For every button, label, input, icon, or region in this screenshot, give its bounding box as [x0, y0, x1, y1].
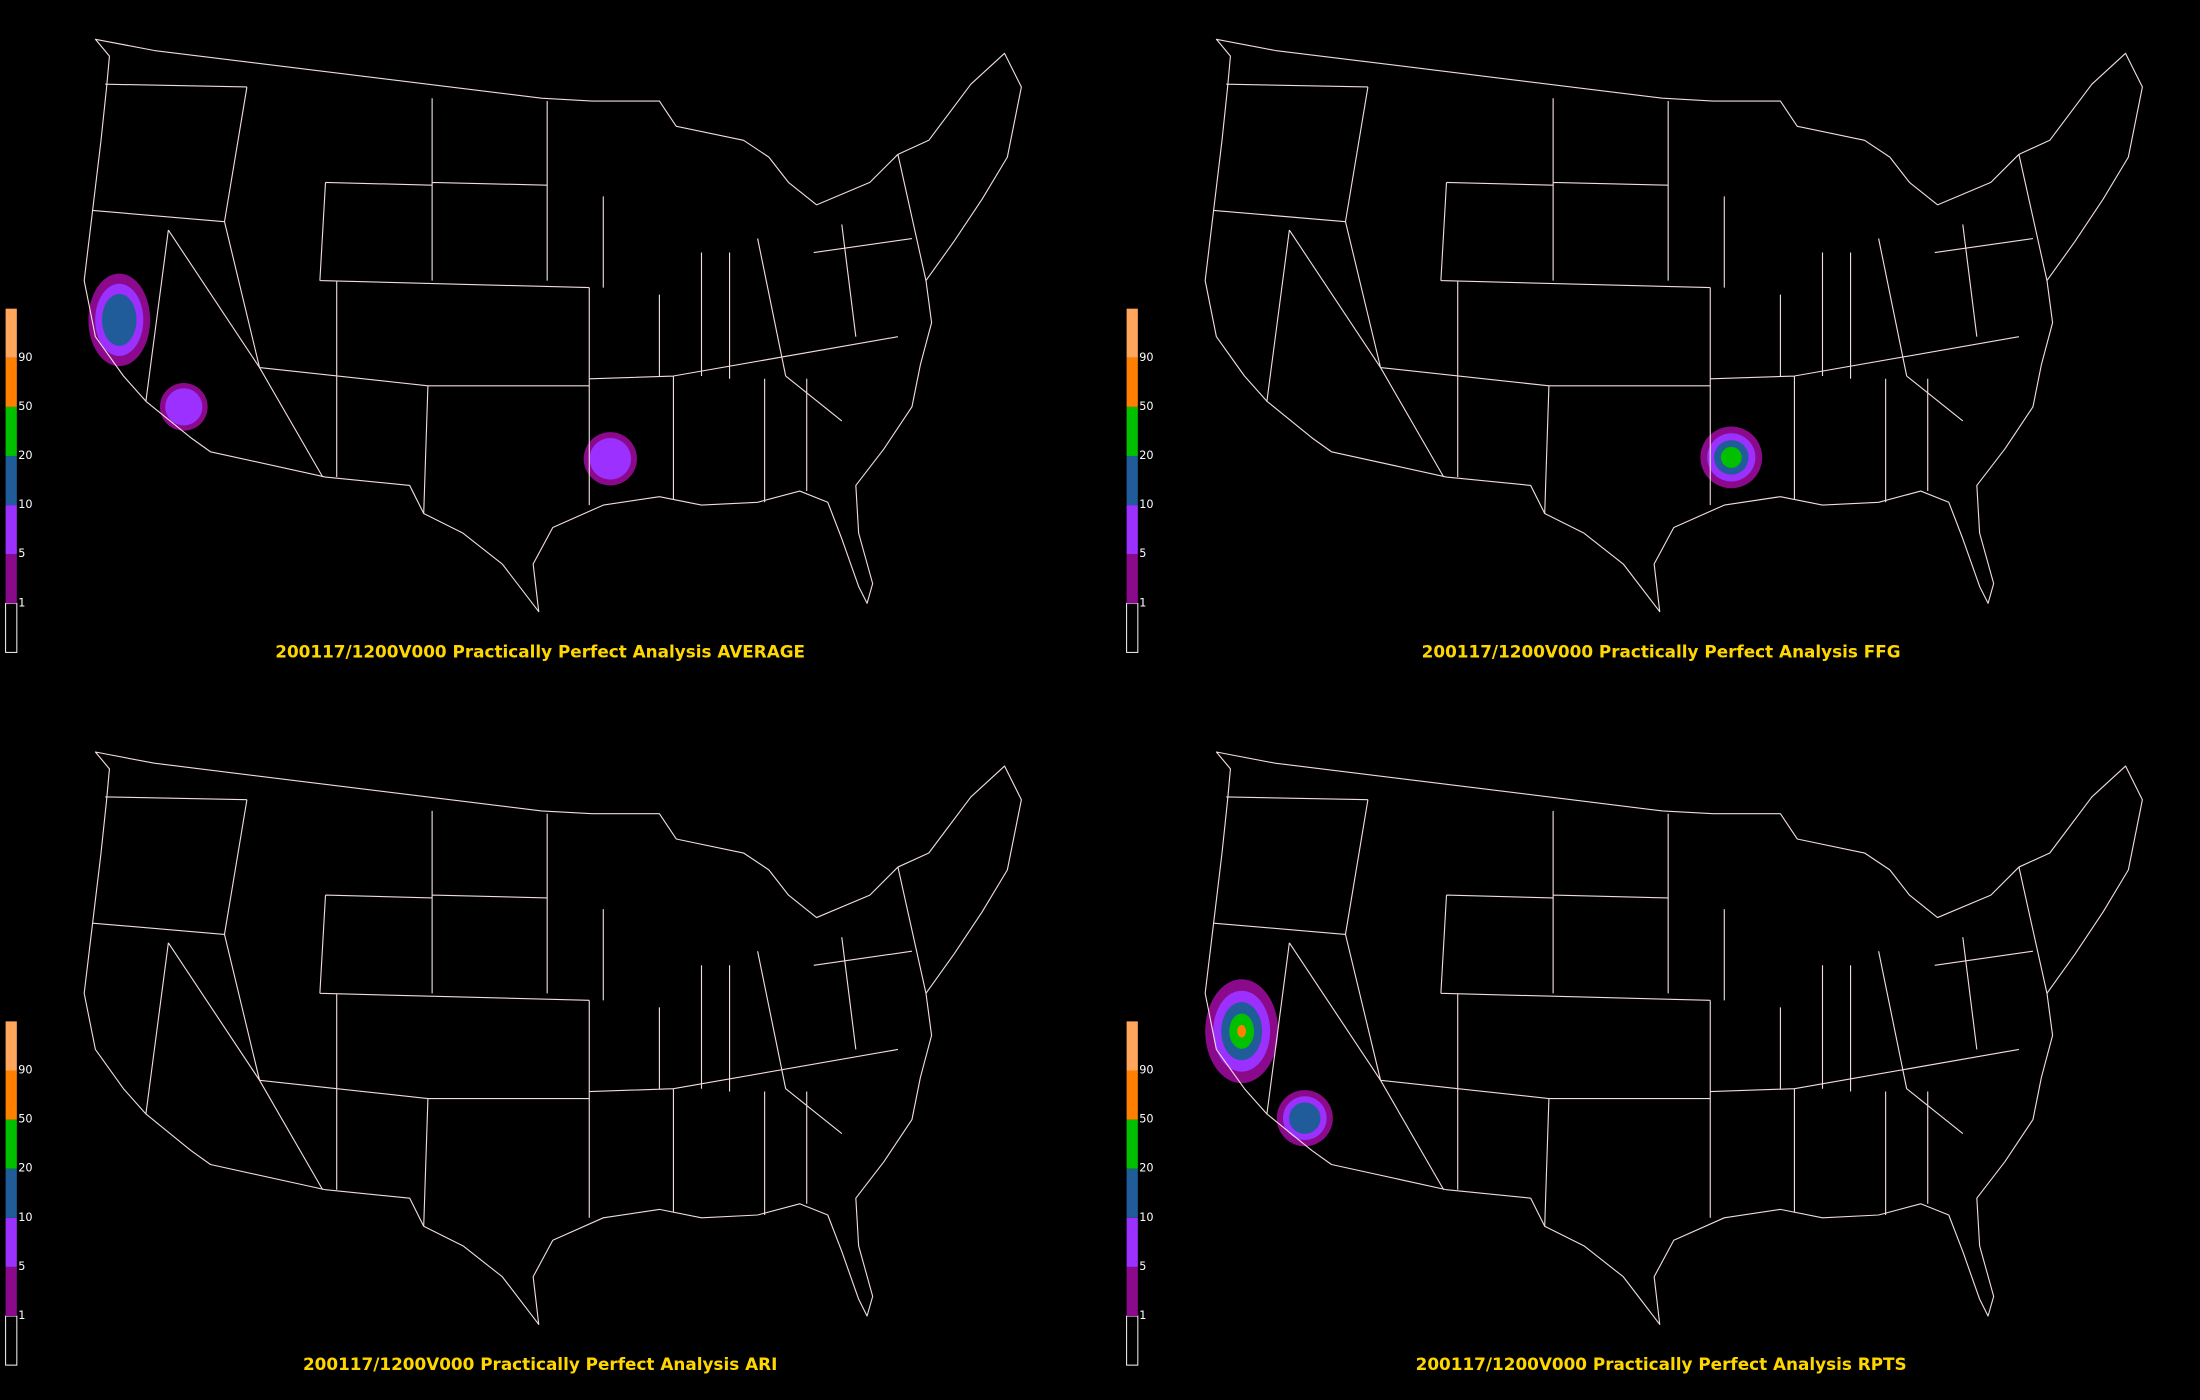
- legend-label: 10: [1139, 1211, 1153, 1224]
- legend-swatch: [5, 357, 17, 407]
- map-panel: 200117/1200V000 Practically Perfect Anal…: [5, 751, 1022, 1374]
- legend-swatch: [1126, 1315, 1139, 1366]
- legend-swatch: [5, 602, 18, 653]
- legend-swatch: [1126, 505, 1138, 555]
- legend-label: 1: [18, 1309, 25, 1322]
- us-outline: [83, 38, 1022, 613]
- legend-swatch: [5, 1119, 17, 1169]
- legend-label: 20: [1139, 1162, 1153, 1175]
- legend-label: 1: [1139, 596, 1146, 609]
- state-borders: [92, 83, 927, 514]
- legend-swatch: [5, 1168, 17, 1218]
- legend-swatch: [1126, 1119, 1138, 1169]
- legend-label: 10: [18, 1211, 32, 1224]
- legend-label: 5: [1139, 1260, 1146, 1273]
- map-panel: 200117/1200V000 Practically Perfect Anal…: [1126, 38, 2143, 661]
- legend-swatch: [1126, 554, 1138, 604]
- us-outline: [1204, 751, 2143, 1325]
- panel-title: 200117/1200V000 Practically Perfect Anal…: [1422, 641, 1901, 661]
- legend-swatch: [1126, 308, 1138, 358]
- map-panel: 200117/1200V000 Practically Perfect Anal…: [1126, 751, 2143, 1374]
- legend-label: 50: [1139, 400, 1153, 413]
- legend-label: 20: [1139, 449, 1153, 462]
- legend-label: 90: [18, 351, 32, 364]
- legend-label: 20: [18, 449, 32, 462]
- legend-swatch: [5, 308, 17, 358]
- legend-label: 90: [1139, 351, 1153, 364]
- legend-swatch: [5, 455, 17, 506]
- legend-swatch: [5, 505, 17, 555]
- probability-contour: [165, 388, 203, 426]
- legend-swatch: [1126, 1070, 1138, 1120]
- legend-label: 50: [1139, 1113, 1153, 1126]
- legend-swatch: [1126, 1021, 1138, 1071]
- state-borders: [1213, 796, 2048, 1227]
- legend-swatch: [5, 1217, 17, 1267]
- legend-swatch: [5, 1021, 17, 1071]
- us-outline: [1204, 38, 2143, 613]
- legend-swatch: [1126, 1266, 1138, 1317]
- panel-title: 200117/1200V000 Practically Perfect Anal…: [275, 641, 805, 661]
- legend-swatch: [5, 1070, 17, 1120]
- legend-label: 10: [1139, 498, 1153, 511]
- legend-label: 90: [1139, 1063, 1153, 1076]
- legend-label: 20: [18, 1162, 32, 1175]
- legend-label: 1: [18, 596, 25, 609]
- state-borders: [1213, 83, 2048, 514]
- legend-label: 50: [18, 1113, 32, 1126]
- legend-label: 90: [18, 1063, 32, 1076]
- legend-label: 1: [1139, 1309, 1146, 1322]
- legend-swatch: [1126, 1217, 1138, 1267]
- legend-swatch: [5, 406, 17, 456]
- probability-contour: [1289, 1102, 1321, 1134]
- legend-swatch: [1126, 602, 1139, 653]
- legend-swatch: [5, 554, 17, 604]
- legend-swatch: [1126, 1168, 1138, 1218]
- legend-swatch: [1126, 406, 1138, 456]
- legend-swatch: [5, 1266, 17, 1317]
- map-panel: 200117/1200V000 Practically Perfect Anal…: [5, 38, 1022, 661]
- probability-contour: [589, 437, 632, 480]
- legend-swatch: [1126, 357, 1138, 407]
- panel-title: 200117/1200V000 Practically Perfect Anal…: [1416, 1354, 1907, 1374]
- probability-contour: [101, 293, 137, 346]
- panel-title: 200117/1200V000 Practically Perfect Anal…: [303, 1354, 777, 1374]
- us-outline: [83, 751, 1022, 1325]
- legend-swatch: [1126, 455, 1138, 506]
- legend-label: 50: [18, 400, 32, 413]
- legend-label: 10: [18, 498, 32, 511]
- legend-label: 5: [18, 1260, 25, 1273]
- state-borders: [92, 796, 927, 1227]
- legend-label: 5: [1139, 547, 1146, 560]
- legend-label: 5: [18, 547, 25, 560]
- probability-contour: [1237, 1024, 1247, 1038]
- probability-contour: [1720, 446, 1742, 468]
- legend-swatch: [5, 1315, 18, 1366]
